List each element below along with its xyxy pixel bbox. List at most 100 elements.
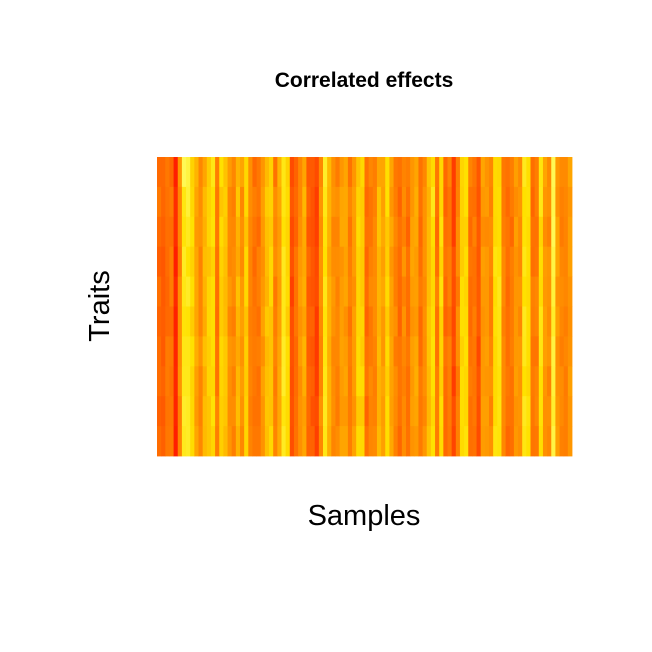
heatmap-cell (393, 336, 399, 367)
heatmap-cell (410, 426, 415, 457)
heatmap-cell (559, 276, 565, 307)
heatmap-cell (480, 336, 486, 367)
heatmap-cell (327, 276, 332, 307)
heatmap-cell (372, 216, 378, 248)
heatmap-cell (468, 366, 473, 397)
heatmap-cell (323, 276, 328, 307)
heatmap-cell (385, 336, 390, 367)
heatmap-cell (476, 276, 482, 307)
heatmap-cell (219, 246, 224, 277)
heatmap-cell (439, 396, 444, 427)
heatmap-cell (435, 396, 440, 427)
heatmap-cell (547, 186, 552, 218)
heatmap-cell (484, 426, 490, 457)
heatmap-cell (206, 336, 212, 367)
heatmap-cell (215, 216, 220, 248)
heatmap-cell (327, 396, 332, 427)
heatmap-cell (206, 157, 212, 188)
heatmap-cell (501, 426, 506, 457)
heatmap-cell (518, 216, 523, 248)
heatmap-cell (501, 396, 506, 427)
heatmap-cell (401, 276, 407, 307)
heatmap-cell (314, 216, 320, 248)
heatmap-cell (422, 366, 428, 397)
heatmap-cell (339, 157, 345, 188)
heatmap-cell (181, 336, 187, 367)
heatmap-cell (210, 396, 216, 427)
heatmap-cell (522, 336, 527, 367)
heatmap-cell (497, 366, 502, 397)
heatmap-cell (223, 186, 228, 218)
heatmap-cell (356, 186, 361, 218)
heatmap-cell (202, 216, 208, 248)
heatmap-cell (318, 246, 324, 277)
heatmap-cell (426, 396, 432, 427)
heatmap-cell (406, 276, 411, 307)
heatmap-cell (264, 306, 270, 337)
heatmap-cell (343, 186, 349, 218)
heatmap-cell (555, 246, 560, 277)
heatmap-cell (223, 157, 228, 188)
heatmap-cell (347, 186, 353, 218)
heatmap-cell (518, 157, 523, 188)
heatmap-cell (256, 336, 262, 367)
heatmap-cell (302, 306, 307, 337)
heatmap-cell (435, 276, 440, 307)
heatmap-cell (198, 306, 204, 337)
heatmap-cell (352, 306, 357, 337)
heatmap-cell (406, 246, 411, 277)
heatmap-cell (190, 396, 195, 427)
heatmap-cell (260, 216, 266, 248)
heatmap-cell (289, 246, 295, 277)
heatmap-cell (410, 157, 415, 188)
heatmap-cell (269, 216, 274, 248)
heatmap-cell (323, 216, 328, 248)
heatmap-cell (306, 157, 311, 188)
heatmap-cell (547, 426, 552, 457)
heatmap-cell (190, 186, 195, 218)
heatmap-cell (443, 426, 448, 457)
heatmap-cell (484, 306, 490, 337)
heatmap-cell (293, 186, 299, 218)
heatmap-cell (526, 157, 531, 188)
heatmap-cell (422, 396, 428, 427)
heatmap-cell (318, 306, 324, 337)
heatmap-cell (430, 336, 436, 367)
heatmap-cell (439, 306, 444, 337)
heatmap-cell (472, 186, 477, 218)
heatmap-cell (551, 246, 556, 277)
heatmap-cell (534, 396, 540, 427)
heatmap-cell (235, 396, 241, 427)
heatmap-cell (393, 157, 399, 188)
heatmap-cell (210, 246, 216, 277)
heatmap-cell (161, 216, 166, 248)
y-axis-label: Traits (84, 270, 116, 341)
heatmap-cell (493, 306, 498, 337)
heatmap-cell (157, 396, 162, 427)
heatmap-cell (513, 336, 519, 367)
heatmap-cells (157, 157, 573, 457)
heatmap-cell (480, 216, 486, 248)
heatmap-cell (335, 426, 340, 457)
heatmap-cell (339, 426, 345, 457)
heatmap-cell (406, 366, 411, 397)
heatmap-cell (464, 157, 469, 188)
heatmap-cell (343, 336, 349, 367)
heatmap-cell (273, 216, 278, 248)
heatmap-cell (285, 336, 291, 367)
heatmap-cell (410, 246, 415, 277)
heatmap-cell (302, 186, 307, 218)
heatmap-cell (418, 336, 423, 367)
heatmap-cell (169, 426, 174, 457)
heatmap-cell (551, 396, 556, 427)
heatmap-cell (177, 336, 183, 367)
heatmap-cell (165, 366, 170, 397)
heatmap-cell (186, 396, 191, 427)
heatmap-cell (447, 426, 453, 457)
heatmap-cell (277, 186, 282, 218)
heatmap-cell (522, 157, 527, 188)
heatmap-cell (414, 157, 419, 188)
heatmap-cell (219, 216, 224, 248)
heatmap-cell (376, 246, 382, 277)
heatmap-cell (244, 336, 249, 367)
